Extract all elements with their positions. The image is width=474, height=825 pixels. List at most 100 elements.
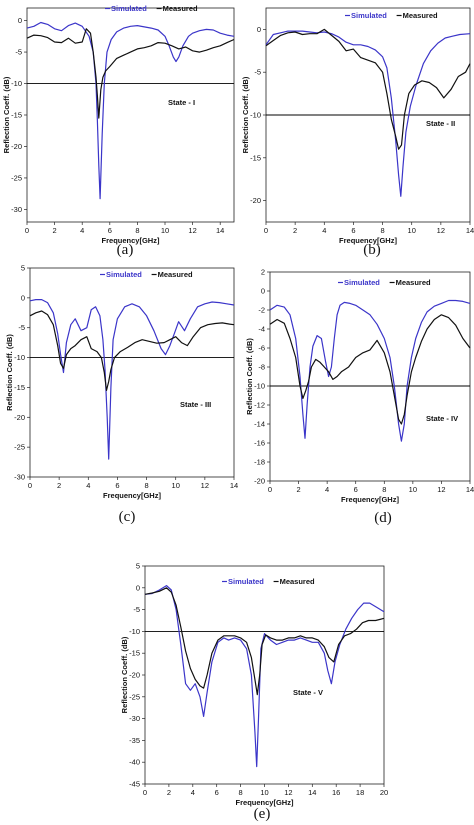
x-tick-label: 6 [354,485,358,494]
y-tick-label: -8 [258,363,265,372]
x-tick-label: 2 [167,788,171,797]
x-tick-label: 14 [466,226,474,235]
x-tick-label: 6 [351,226,355,235]
legend-label: Measured [163,4,198,13]
series-line-measured [269,314,471,425]
x-tick-label: 6 [115,481,119,490]
x-tick-label: 12 [437,226,445,235]
legend-label: Simulated [351,11,387,20]
y-tick-label: -6 [258,344,265,353]
y-tick-label: 5 [21,264,25,273]
x-tick-label: 16 [332,788,340,797]
x-tick-label: 4 [80,226,84,235]
chart-panel-1: 0 -5 -10 -15 -20 -25 -30 0 2 4 6 8 10 12 14 Simulated Me… [2,4,235,258]
y-tick-label: 5 [136,562,140,571]
y-tick-label: -2 [258,306,265,315]
x-tick-label: 0 [143,788,147,797]
x-axis-label: Frequency[GHz] [102,236,160,245]
y-tick-label: -10 [129,627,140,636]
y-tick-label: -25 [11,173,22,182]
chart-panel-5: 50-5-10-15-20-25-30-35-40-450 2 4 6 8 10 12 14 1… [120,562,388,823]
state-annotation: State - II [426,119,455,128]
y-tick-label: -5 [254,68,261,77]
y-tick-label: -4 [258,325,265,334]
y-tick-label: 0 [18,16,22,25]
y-tick-label: -12 [254,401,265,410]
plot-frame [29,267,235,478]
x-tick-label: 20 [380,788,388,797]
x-tick-label: 12 [437,485,445,494]
x-tick-label: 18 [356,788,364,797]
y-tick-label: -30 [11,205,22,214]
x-tick-label: 10 [409,485,417,494]
x-tick-label: 4 [322,226,326,235]
y-tick-label: -14 [254,420,265,429]
x-tick-label: 6 [108,226,112,235]
panel-caption: (b) [363,242,381,258]
legend-label: Simulated [106,270,142,279]
legend-label: Simulated [111,4,147,13]
x-axis-label: Frequency[GHz] [341,495,399,504]
plot-frame [144,565,385,785]
x-tick-label: 14 [466,485,474,494]
y-tick-label: 2 [261,268,265,277]
x-tick-label: 8 [380,226,384,235]
y-tick-label: 0 [136,583,140,592]
x-tick-label: 10 [408,226,416,235]
y-axis-label: Reflection Coeff. (dB) [241,76,250,153]
y-tick-label: -5 [15,48,22,57]
x-tick-label: 4 [191,788,195,797]
x-tick-label: 14 [230,481,238,490]
state-annotation: State - I [168,98,195,107]
legend-label: Measured [158,270,193,279]
y-tick-label: -25 [129,692,140,701]
plot-frame [269,271,471,482]
y-tick-label: -20 [254,477,265,486]
y-tick-label: -30 [129,714,140,723]
state-annotation: State - V [293,688,323,697]
x-tick-label: 0 [268,485,272,494]
y-tick-label: -10 [14,353,25,362]
x-tick-label: 8 [239,788,243,797]
panel-caption: (e) [254,806,271,822]
x-tick-label: 4 [325,485,329,494]
panel-caption: (c) [119,509,136,525]
x-tick-label: 2 [296,485,300,494]
x-tick-label: 14 [308,788,316,797]
x-axis-label: Frequency[GHz] [339,236,397,245]
x-tick-label: 0 [25,226,29,235]
y-tick-label: -20 [129,671,140,680]
y-tick-label: -20 [11,142,22,151]
y-tick-label: 0 [21,293,25,302]
y-tick-label: -15 [14,383,25,392]
x-tick-label: 8 [135,226,139,235]
y-tick-label: -20 [14,413,25,422]
y-axis-label: Reflection Coeff. (dB) [120,636,129,713]
x-axis-label: Frequency[GHz] [103,491,161,500]
y-tick-label: 0 [261,287,265,296]
series-line-simulated [265,30,471,197]
y-tick-label: -18 [254,458,265,467]
legend-label: Simulated [228,577,264,586]
y-tick-label: -30 [14,473,25,482]
y-tick-label: -5 [18,323,25,332]
panel-caption: (a) [117,242,134,258]
y-tick-label: -10 [250,111,261,120]
legend-label: Simulated [344,278,380,287]
x-tick-label: 12 [284,788,292,797]
legend-label: Measured [403,11,438,20]
plot-frame [26,7,235,223]
y-tick-label: -15 [250,153,261,162]
y-tick-label: -35 [129,736,140,745]
chart-panel-4: 20-2-4-6-8-10-12-14-16-18-200 2 4 6 8 10 12 14S… [245,268,474,527]
state-annotation: State - III [180,400,211,409]
y-tick-label: -20 [250,196,261,205]
x-tick-label: 2 [53,226,57,235]
x-tick-label: 12 [188,226,196,235]
x-tick-label: 10 [172,481,180,490]
series-line-measured [265,28,471,150]
state-annotation: State - IV [426,414,458,423]
y-tick-label: -16 [254,439,265,448]
